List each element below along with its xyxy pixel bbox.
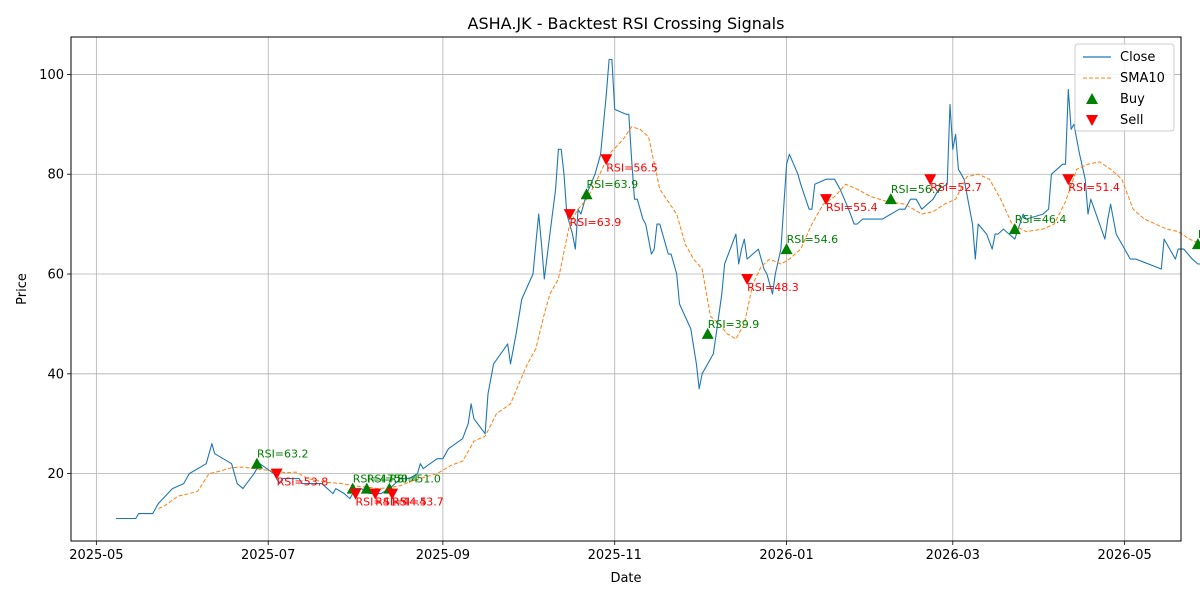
sell-rsi-label: RSI=44.5	[375, 496, 427, 509]
sell-rsi-label: RSI=48.3	[747, 281, 799, 294]
sell-rsi-label: RSI=41.5	[356, 496, 408, 509]
legend-sell-label: Sell	[1120, 113, 1143, 128]
buy-marker	[701, 327, 714, 339]
buy-rsi-label: RSI=39.9	[708, 318, 760, 331]
sell-marker	[349, 488, 362, 500]
sell-rsi-label: RSI=53.8	[277, 476, 329, 489]
buy-rsi-label: RSI=63.9	[587, 178, 639, 191]
x-tick-label: 2026-03	[926, 548, 980, 563]
sell-rsi-label: RSI=55.4	[826, 201, 878, 214]
sell-marker	[924, 174, 937, 186]
sell-marker	[386, 488, 399, 500]
buy-rsi-label: RSI=51.0	[389, 473, 441, 486]
buy-marker	[580, 188, 593, 200]
x-tick-label: 2025-05	[69, 548, 123, 563]
buy-rsi-label: RSI=50.4	[367, 473, 419, 486]
x-tick-label: 2026-05	[1097, 548, 1151, 563]
y-tick-label: 80	[47, 168, 64, 183]
legend-box	[1074, 43, 1175, 132]
sell-marker	[820, 194, 833, 206]
sell-marker	[369, 488, 382, 500]
buy-rsi-label: RSI=46.4	[1015, 213, 1067, 226]
buy-marker	[884, 193, 897, 205]
sell-rsi-label: RSI=63.9	[570, 216, 622, 229]
sell-marker	[741, 274, 754, 286]
buy-rsi-label: RSI=54.6	[787, 233, 839, 246]
sell-rsi-label: RSI=43.7	[392, 496, 444, 509]
x-tick-label: 2025-07	[241, 548, 295, 563]
legend-sma-label: SMA10	[1120, 71, 1165, 86]
sell-marker	[600, 154, 613, 166]
legend-buy-label: Buy	[1120, 92, 1145, 107]
sell-rsi-label: RSI=56.5	[606, 161, 658, 174]
legend-close-label: Close	[1120, 50, 1155, 65]
x-tick-label: 2026-01	[759, 548, 813, 563]
sell-marker	[1062, 174, 1075, 186]
chart-title: ASHA.JK - Backtest RSI Crossing Signals	[468, 14, 785, 33]
plot-frame	[70, 36, 1182, 542]
legend-sell-marker	[1086, 115, 1098, 126]
buy-rsi-label: RSI=53.7	[1198, 228, 1200, 241]
sell-rsi-label: RSI=52.7	[930, 181, 982, 194]
buy-marker	[250, 457, 263, 469]
legend-buy-marker	[1086, 93, 1098, 104]
signal-markers	[250, 154, 1200, 500]
buy-rsi-label: RSI=56.7	[891, 183, 943, 196]
y-tick-label: 40	[47, 367, 64, 382]
grid-layer	[71, 37, 1181, 541]
y-tick-label: 100	[39, 68, 64, 83]
sma10-line	[158, 126, 1200, 510]
buy-marker	[780, 243, 793, 255]
y-tick-label: 20	[47, 467, 64, 482]
buy-marker	[1191, 238, 1200, 250]
buy-marker	[1008, 223, 1021, 235]
sell-marker	[270, 468, 283, 480]
legend: Close SMA10 Buy Sell	[1074, 43, 1175, 132]
sell-rsi-label: RSI=51.4	[1068, 181, 1120, 194]
tick-layer: 2025-05 2025-07 2025-09 2025-11 2026-01 2026-…	[39, 68, 1152, 563]
y-tick-label: 60	[47, 268, 64, 283]
x-tick-label: 2025-09	[416, 548, 470, 563]
x-axis-title: Date	[610, 571, 641, 586]
buy-rsi-label: RSI=63.2	[257, 448, 309, 461]
buy-rsi-label: RSI=47.8	[353, 473, 405, 486]
buy-marker	[360, 482, 373, 494]
y-axis-title: Price	[15, 273, 30, 305]
sell-marker	[563, 209, 576, 221]
x-tick-label: 2025-11	[588, 548, 642, 563]
